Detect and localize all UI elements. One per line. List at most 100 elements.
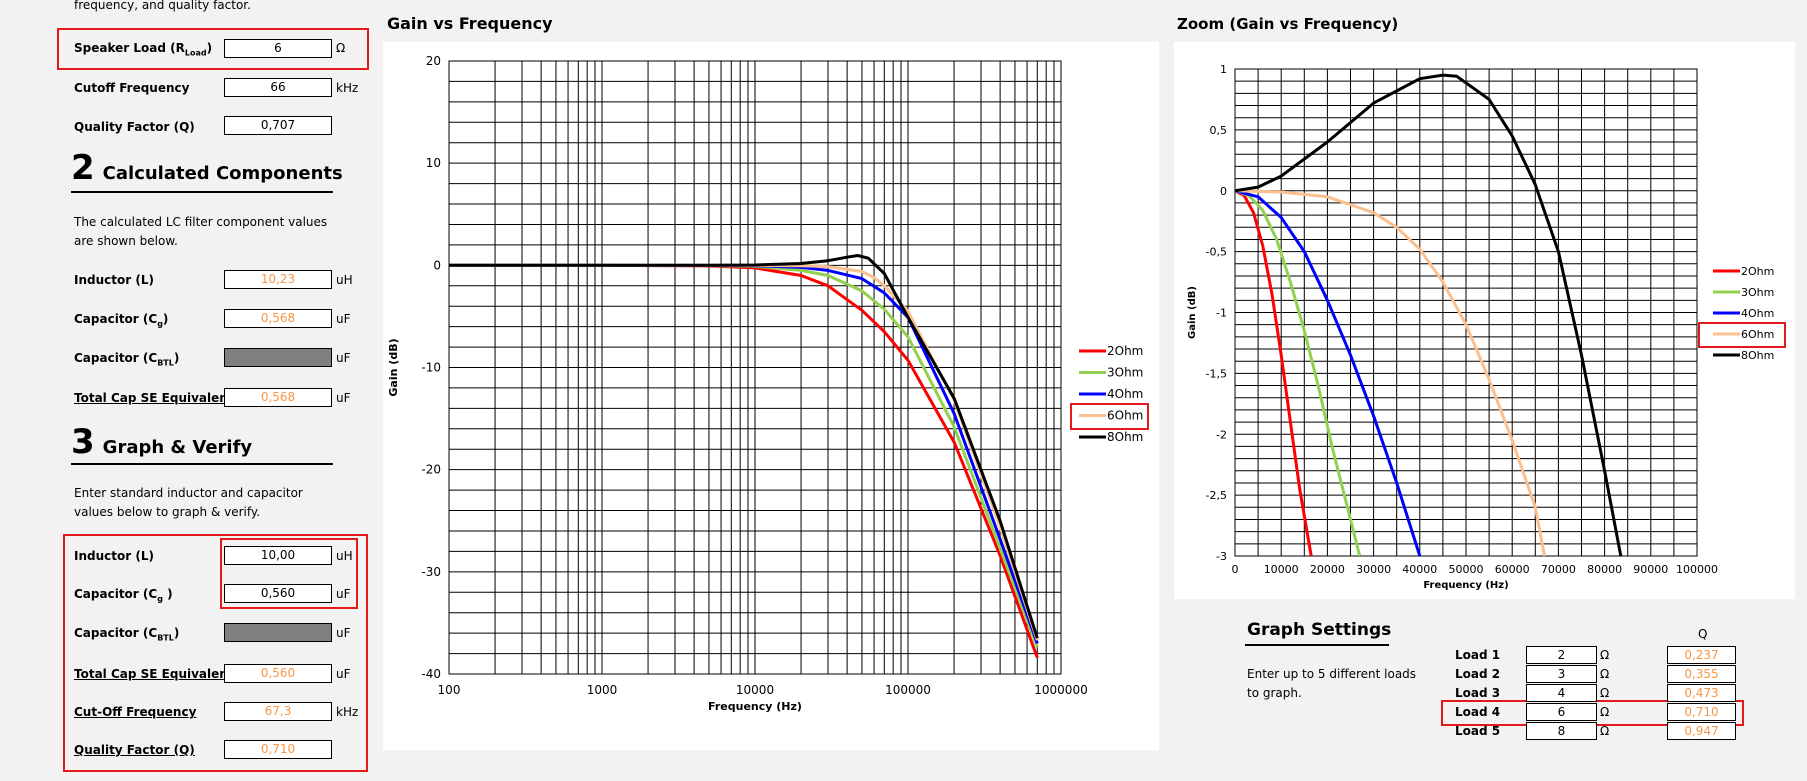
cutoff-std-value: 67,3 — [224, 702, 332, 721]
zoom-legend-highlight — [1698, 322, 1786, 348]
q-input[interactable]: 0,707 — [224, 116, 332, 135]
load-q-value: 0,947 — [1667, 722, 1736, 740]
load-label: Load 4 — [1455, 705, 1501, 719]
capbtl-calc-value — [224, 348, 332, 367]
legend-label: 4Ohm — [1107, 387, 1143, 401]
y-tick-label: -40 — [421, 667, 441, 681]
inductor-calc-label: Inductor (L) — [74, 273, 154, 287]
section2-number: 2 — [71, 148, 95, 188]
main-chart: 100 1000 10000 100000 100000020100-10-20-30-… — [387, 54, 1143, 713]
load-label: Load 3 — [1455, 686, 1501, 700]
inductor-calc-unit: uH — [336, 273, 353, 287]
capg-std-input[interactable]: 0,560 — [224, 584, 332, 603]
section3-rule — [71, 463, 333, 465]
legend-label: 2Ohm — [1107, 344, 1143, 358]
chart-grid — [448, 60, 1062, 675]
legend-label: 3Ohm — [1741, 286, 1774, 299]
x-tick-label: 90000 — [1633, 563, 1668, 576]
q-label: Quality Factor (Q) — [74, 120, 195, 134]
zoom-chart-panel: 0 10000 20000 30000 40000 50000 60000 70000 8000… — [1174, 42, 1795, 599]
capbtl-calc-unit: uF — [336, 351, 351, 365]
x-tick-label: 10000 — [1264, 563, 1299, 576]
load-input[interactable]: 6 — [1526, 703, 1597, 721]
y-tick-label: 10 — [426, 156, 441, 170]
graph-settings-title: Graph Settings — [1247, 620, 1392, 640]
capg-calc-label: Capacitor (Cg) — [74, 312, 169, 329]
cutoff-std-unit: kHz — [336, 705, 359, 719]
totalcap-calc-label: Total Cap SE Equivalent — [74, 391, 234, 405]
load-label: Load 1 — [1455, 648, 1501, 662]
x-axis-label: Frequency (Hz) — [1423, 580, 1508, 591]
x-tick-label: 1000000 — [1034, 683, 1087, 697]
series-line-3ohm — [1235, 189, 1362, 556]
load-unit: Ω — [1600, 648, 1610, 662]
section3-title: Graph & Verify — [102, 437, 253, 458]
x-tick-label: 0 — [1232, 563, 1239, 576]
cutoff-input[interactable]: 66 — [224, 78, 332, 97]
inductor-calc-value: 10,23 — [224, 270, 332, 289]
section3-inputs-highlight — [63, 534, 368, 772]
section3-heading: 3 Graph & Verify — [71, 422, 252, 462]
section3-number: 3 — [71, 422, 95, 462]
x-tick-label: 100000 — [885, 683, 931, 697]
series-line-3ohm — [449, 263, 1039, 648]
y-tick-label: -0,5 — [1206, 246, 1227, 259]
capg-calc-unit: uF — [336, 312, 351, 326]
y-tick-label: -20 — [421, 463, 441, 477]
capg-std-unit: uF — [336, 587, 351, 601]
x-tick-label: 80000 — [1587, 563, 1622, 576]
speaker-load-highlight — [57, 28, 369, 70]
x-tick-label: 30000 — [1356, 563, 1391, 576]
y-tick-label: -1,5 — [1206, 367, 1227, 380]
series-line-8ohm — [449, 254, 1039, 639]
totalcap-std-label: Total Cap SE Equivalent — [74, 667, 234, 681]
q-std-value: 0,710 — [224, 740, 332, 759]
y-tick-label: -10 — [421, 361, 441, 375]
y-tick-label: -3 — [1216, 550, 1227, 563]
intro-text: frequency, and quality factor. — [74, 0, 251, 12]
legend-label: 8Ohm — [1741, 349, 1774, 362]
x-axis-label: Frequency (Hz) — [708, 700, 802, 713]
series-line-2ohm — [449, 263, 1039, 659]
y-tick-label: 0 — [1220, 185, 1227, 198]
capg-std-label: Capacitor (Cg ) — [74, 587, 173, 604]
inductor-std-input[interactable]: 10,00 — [224, 546, 332, 565]
plot-area — [1234, 68, 1698, 557]
load-q-value: 0,237 — [1667, 646, 1736, 664]
speaker-load-input[interactable]: 6 — [224, 39, 332, 58]
legend-label: 8Ohm — [1107, 430, 1143, 444]
series-line-2ohm — [1235, 189, 1313, 556]
load-unit: Ω — [1600, 705, 1610, 719]
x-tick-label: 40000 — [1402, 563, 1437, 576]
load-q-value: 0,355 — [1667, 665, 1736, 683]
capbtl-calc-label: Capacitor (CBTL) — [74, 351, 180, 368]
load-input[interactable]: 3 — [1526, 665, 1597, 683]
section3-values-highlight — [220, 538, 358, 609]
cutoff-unit: kHz — [336, 81, 359, 95]
speaker-load-unit: Ω — [336, 41, 346, 55]
section2-heading: 2 Calculated Components — [71, 148, 343, 188]
series-line-4ohm — [1235, 189, 1422, 556]
inductor-std-unit: uH — [336, 549, 353, 563]
load-input[interactable]: 4 — [1526, 684, 1597, 702]
x-tick-label: 100 — [438, 683, 461, 697]
totalcap-std-value: 0,560 — [224, 664, 332, 683]
section2-rule — [71, 191, 333, 193]
graph-settings-rule — [1245, 644, 1389, 646]
x-tick-label: 10000 — [736, 683, 774, 697]
load-unit: Ω — [1600, 724, 1610, 738]
x-tick-label: 1000 — [587, 683, 618, 697]
load-input[interactable]: 8 — [1526, 722, 1597, 740]
y-tick-label: -2,5 — [1206, 489, 1227, 502]
q-std-label: Quality Factor (Q) — [74, 743, 195, 757]
capbtl-std-unit: uF — [336, 626, 351, 640]
zoom-chart-title: Zoom (Gain vs Frequency) — [1177, 15, 1399, 33]
x-tick-label: 20000 — [1310, 563, 1345, 576]
y-tick-label: 0 — [433, 258, 441, 272]
load-input[interactable]: 2 — [1526, 646, 1597, 664]
main-chart-panel: 100 1000 10000 100000 1000000 20 10 0 -10 -20 -30-… — [383, 42, 1159, 750]
load-label: Load 5 — [1455, 724, 1501, 738]
main-legend-highlight — [1070, 403, 1149, 430]
y-tick-label: -1 — [1216, 307, 1227, 320]
x-tick-label: 60000 — [1495, 563, 1530, 576]
